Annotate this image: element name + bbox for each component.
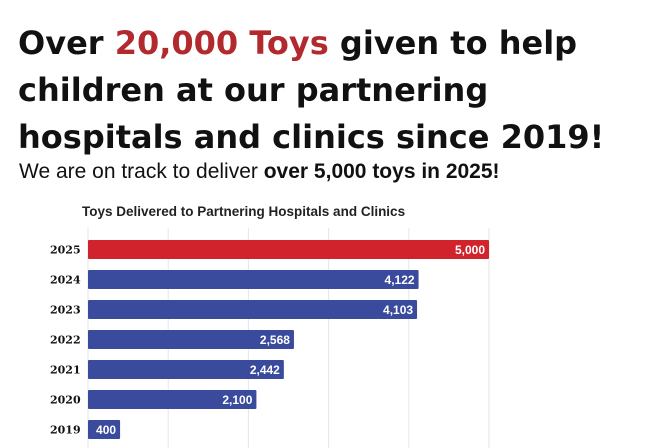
data-label-2024: 4,122 bbox=[385, 273, 415, 287]
tick-label-2023: 2023 bbox=[50, 304, 81, 317]
tick-label-2025: 2025 bbox=[50, 244, 81, 257]
headline-rest: given to help children at our partnering… bbox=[18, 24, 605, 156]
chart-title: Toys Delivered to Partnering Hospitals a… bbox=[82, 204, 406, 219]
tick-label-2021: 2021 bbox=[50, 364, 81, 377]
bar-2020 bbox=[88, 390, 257, 409]
subheadline-bold: over 5,000 toys in 2025! bbox=[263, 160, 500, 183]
tick-label-2019: 2019 bbox=[50, 424, 81, 437]
tick-label-2024: 2024 bbox=[50, 274, 81, 287]
subheadline: We are on track to deliver over 5,000 to… bbox=[19, 158, 500, 186]
tick-label-2022: 2022 bbox=[50, 334, 81, 347]
headline-highlight: 20,000 Toys bbox=[114, 24, 329, 62]
data-label-2020: 2,100 bbox=[222, 393, 252, 407]
data-label-2022: 2,568 bbox=[260, 333, 290, 347]
tick-label-2020: 2020 bbox=[50, 394, 81, 407]
bar-2025 bbox=[88, 240, 489, 259]
data-label-2019: 400 bbox=[96, 423, 116, 437]
bar-2023 bbox=[88, 300, 418, 319]
bar-2024 bbox=[88, 270, 419, 289]
data-label-2021: 2,442 bbox=[250, 363, 280, 377]
bar-2021 bbox=[88, 360, 284, 379]
headline: Over 20,000 Toys given to help children … bbox=[18, 20, 658, 161]
headline-prefix: Over bbox=[18, 24, 115, 62]
bar-2022 bbox=[88, 330, 294, 349]
subheadline-prefix: We are on track to deliver bbox=[19, 160, 264, 183]
bar-2019 bbox=[88, 420, 121, 439]
data-label-2023: 4,103 bbox=[383, 303, 413, 317]
chart-labels: 2025 5,000 2024 4,122 2023 4,103 2022 2,568 2021… bbox=[50, 243, 485, 437]
chart-bars bbox=[88, 240, 489, 439]
data-label-2025: 5,000 bbox=[455, 243, 485, 257]
